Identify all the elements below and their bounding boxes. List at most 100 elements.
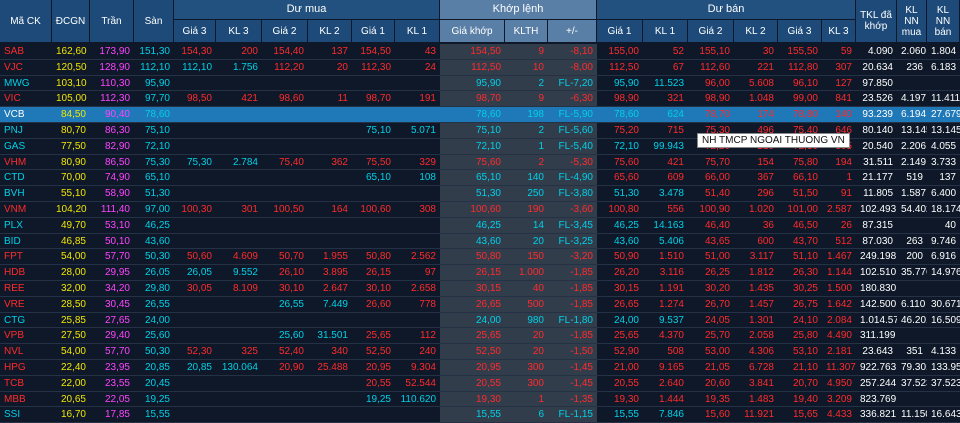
stock-code[interactable]: VCB	[4, 109, 25, 121]
cell: 2.587	[826, 204, 852, 215]
cell: 20	[532, 346, 544, 358]
stock-code[interactable]: HPG	[4, 362, 26, 373]
cell: 100,30	[181, 204, 212, 215]
cell: 19,40	[792, 393, 818, 405]
cell: 1.014.572	[860, 314, 897, 326]
stock-code[interactable]: VNM	[4, 204, 27, 215]
cell: 78,70	[704, 109, 730, 121]
stock-code[interactable]: PNJ	[4, 125, 23, 136]
cell: 102.493	[860, 204, 897, 215]
column-header: TKL đã khớp	[856, 0, 897, 43]
cell: 27,65	[104, 314, 130, 326]
stock-code[interactable]: TCB	[4, 377, 24, 389]
cell: 5.608	[748, 77, 774, 89]
stock-code[interactable]: REE	[4, 283, 25, 294]
stock-code[interactable]: GAS	[4, 140, 26, 152]
cell: 54,00	[60, 346, 86, 358]
cell: 11.150	[901, 409, 927, 421]
cell: 20,85	[186, 362, 212, 373]
cell: 75,70	[704, 156, 730, 168]
cell: 1	[538, 140, 544, 152]
cell: 20,55	[475, 377, 501, 389]
cell: 112,80	[788, 61, 818, 73]
stock-code[interactable]: BID	[4, 235, 21, 247]
stock-code[interactable]: MBB	[4, 393, 26, 405]
stock-code[interactable]: CTG	[4, 314, 26, 326]
cell: 31.511	[863, 156, 893, 168]
cell: 1.756	[232, 61, 258, 73]
cell: 23,95	[104, 362, 130, 373]
stock-code[interactable]: VJC	[4, 61, 23, 73]
cell: 4.306	[748, 346, 774, 358]
stock-code[interactable]: BVH	[4, 188, 25, 200]
match-block	[440, 360, 597, 376]
stock-code[interactable]: VIC	[4, 93, 21, 105]
stock-code[interactable]: HDB	[4, 267, 26, 279]
cell: 46,85	[60, 235, 86, 247]
cell: 59	[840, 46, 852, 57]
cell: 46,25	[613, 219, 639, 231]
cell: 65,10	[475, 172, 501, 184]
cell: 75,30	[704, 125, 730, 136]
cell: 162,60	[56, 46, 87, 57]
cell: 30,25	[792, 283, 818, 294]
cell: 13.145	[931, 125, 960, 136]
cell: 30,15	[613, 283, 639, 294]
cell: 4.133	[931, 346, 957, 358]
cell: 23.526	[862, 93, 893, 105]
cell: 75,80	[792, 156, 818, 168]
cell: 1.955	[322, 251, 348, 263]
cell: 2.149	[901, 156, 927, 168]
stock-code[interactable]: VPB	[4, 330, 25, 342]
cell: 51,30	[475, 188, 501, 200]
match-block	[440, 233, 597, 250]
cell: 67	[672, 61, 684, 73]
cell: 79.301	[901, 362, 927, 373]
cell: 21,00	[613, 362, 639, 373]
cell: 841	[835, 93, 852, 105]
cell: 86,30	[104, 125, 130, 136]
cell: 23,55	[104, 377, 130, 389]
cell: 80.140	[862, 125, 893, 136]
cell: 50,30	[144, 251, 170, 263]
cell: 65,10	[144, 172, 170, 184]
cell: 11	[337, 93, 348, 105]
stock-code[interactable]: SAB	[4, 46, 25, 57]
cell: 98,90	[704, 93, 730, 105]
cell: 100,50	[273, 204, 304, 215]
cell: 120,50	[56, 61, 87, 73]
cell: 19,25	[365, 393, 391, 405]
cell: FL-5,60	[558, 125, 593, 136]
cell: 26,65	[613, 298, 639, 310]
stock-code[interactable]: MWG	[4, 77, 30, 89]
column-header: KL NN bán	[927, 0, 960, 43]
stock-code[interactable]: SSI	[4, 409, 21, 421]
cell: 30	[762, 46, 774, 57]
cell: 1.444	[658, 393, 684, 405]
cell: 174	[757, 109, 774, 121]
cell: 624	[667, 109, 684, 121]
cell: 30,20	[704, 283, 730, 294]
cell: FL-3,80	[558, 188, 593, 200]
stock-code[interactable]: VRE	[4, 298, 25, 310]
cell: 99.943	[653, 140, 684, 152]
stock-code[interactable]: CTD	[4, 172, 25, 184]
column-header: Giá 2	[262, 20, 308, 43]
cell: 46,50	[792, 219, 818, 231]
stock-code[interactable]: NVL	[4, 346, 24, 358]
cell: 311.199	[860, 330, 896, 342]
match-block	[440, 375, 597, 392]
cell: 30,10	[278, 283, 304, 294]
stock-code[interactable]: FPT	[4, 251, 23, 263]
stock-code[interactable]: PLX	[4, 219, 23, 231]
cell: 7.449	[322, 298, 348, 310]
cell: 16,70	[60, 409, 86, 421]
cell: 19,35	[704, 393, 730, 405]
cell: 4.490	[826, 330, 852, 342]
cell: 25,80	[792, 330, 818, 342]
cell: 65,10	[365, 172, 391, 184]
stock-code[interactable]: VHM	[4, 156, 27, 168]
cell: 15,55	[613, 409, 639, 421]
cell: 37.523	[931, 377, 960, 389]
cell: 3.117	[749, 251, 774, 263]
